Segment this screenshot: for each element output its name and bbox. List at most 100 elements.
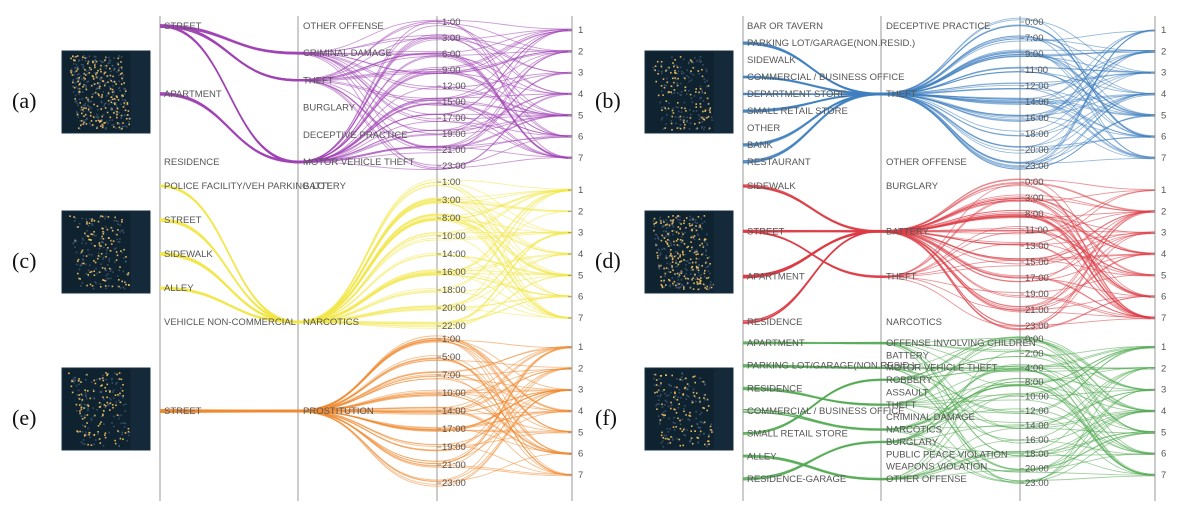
day-tick-label: 6 bbox=[1161, 132, 1166, 143]
location-label: RESIDENCE bbox=[164, 157, 219, 168]
panel-label: (c) bbox=[12, 248, 36, 273]
crime-label: NARCOTICS bbox=[886, 425, 942, 436]
location-label: RESTAURANT bbox=[747, 157, 811, 168]
polyline bbox=[742, 231, 1156, 309]
polyline bbox=[742, 347, 1156, 430]
polyline bbox=[159, 220, 573, 323]
panel-label: (f) bbox=[595, 405, 617, 430]
time-tick-label: 17:00 bbox=[1025, 273, 1049, 284]
panel-c: (c) POLICE FACILITY/VEH PARKING LOT STREET… bbox=[12, 176, 583, 344]
time-tick-label: 0:00 bbox=[1025, 334, 1044, 345]
time-tick-label: 9:00 bbox=[1025, 49, 1044, 60]
polyline bbox=[742, 42, 1156, 103]
time-tick-label: 16:00 bbox=[1025, 435, 1049, 446]
location-label: SMALL RETAIL STORE bbox=[747, 429, 848, 440]
crime-label: PUBLIC PEACE VIOLATION bbox=[886, 449, 1008, 460]
time-tick-label: 16:00 bbox=[1025, 113, 1049, 124]
time-tick-label: 10:00 bbox=[442, 388, 466, 399]
time-tick-label: 21:00 bbox=[442, 460, 466, 471]
day-tick-label: 3 bbox=[578, 228, 583, 239]
location-label: BANK bbox=[747, 140, 774, 151]
time-tick-label: 12:00 bbox=[1025, 81, 1049, 92]
day-tick-label: 7 bbox=[1161, 313, 1166, 324]
day-tick-label: 2 bbox=[1161, 363, 1166, 374]
location-label: POLICE FACILITY/VEH PARKING LOT bbox=[164, 181, 331, 192]
crime-label: THEFT bbox=[886, 400, 917, 411]
crime-label: MOTOR VEHICLE THEFT bbox=[886, 363, 998, 374]
location-label: RESIDENCE bbox=[747, 383, 802, 394]
location-label: OTHER bbox=[747, 123, 780, 134]
crime-label: OTHER OFFENSE bbox=[303, 21, 384, 32]
location-label: STREET bbox=[164, 215, 202, 226]
time-tick-label: 7:00 bbox=[1025, 33, 1044, 44]
time-tick-label: 21:00 bbox=[1025, 305, 1049, 316]
day-tick-label: 5 bbox=[1161, 427, 1166, 438]
time-tick-label: 23:00 bbox=[442, 161, 466, 172]
polyline bbox=[742, 190, 1156, 276]
polyline bbox=[742, 196, 1156, 324]
day-tick-label: 7 bbox=[578, 153, 583, 164]
map-thumbnail bbox=[644, 50, 734, 134]
time-tick-label: 6:00 bbox=[442, 49, 461, 60]
crime-label: PROSTITUTION bbox=[303, 406, 374, 417]
polyline bbox=[742, 336, 1156, 434]
day-tick-label: 2 bbox=[1161, 46, 1166, 57]
location-label: APARTMENT bbox=[747, 338, 805, 349]
polyline bbox=[159, 51, 573, 163]
polyline bbox=[742, 411, 1156, 481]
crime-label: BATTERY bbox=[886, 226, 930, 237]
crime-label: NARCOTICS bbox=[886, 317, 942, 328]
time-tick-label: 20:00 bbox=[1025, 464, 1049, 475]
day-tick-label: 3 bbox=[1161, 68, 1166, 79]
location-label: SIDEWALK bbox=[747, 55, 796, 66]
time-tick-label: 19:00 bbox=[442, 129, 466, 140]
time-tick-label: 20:00 bbox=[1025, 145, 1049, 156]
time-tick-label: 18:00 bbox=[1025, 449, 1049, 460]
polyline bbox=[742, 366, 1156, 470]
time-tick-label: 1:00 bbox=[442, 17, 461, 28]
day-tick-label: 1 bbox=[578, 185, 583, 196]
crime-label: NARCOTICS bbox=[303, 317, 359, 328]
crime-label: BURGLARY bbox=[886, 437, 939, 448]
day-tick-label: 1 bbox=[578, 342, 583, 353]
panel-label: (a) bbox=[12, 88, 36, 113]
day-tick-label: 4 bbox=[578, 89, 583, 100]
day-tick-label: 6 bbox=[578, 449, 583, 460]
time-tick-label: 3:00 bbox=[442, 195, 461, 206]
polyline bbox=[159, 410, 573, 455]
polyline bbox=[742, 338, 1156, 406]
time-tick-label: 13:00 bbox=[1025, 241, 1049, 252]
crime-label: WEAPONS VIOLATION bbox=[886, 462, 987, 473]
time-tick-label: 17:00 bbox=[442, 424, 466, 435]
polyline bbox=[742, 364, 1156, 434]
crime-label: DECEPTIVE PRACTICE bbox=[886, 21, 991, 32]
polyline bbox=[742, 230, 1156, 322]
time-tick-label: 14:00 bbox=[442, 249, 466, 260]
time-tick-label: 0:00 bbox=[1025, 17, 1044, 28]
day-tick-label: 3 bbox=[1161, 385, 1166, 396]
location-label: STREET bbox=[164, 21, 202, 32]
time-tick-label: 22:00 bbox=[442, 321, 466, 332]
polyline bbox=[742, 77, 1156, 154]
polyline bbox=[159, 181, 573, 322]
polyline bbox=[742, 43, 1156, 95]
day-tick-label: 6 bbox=[578, 132, 583, 143]
polyline bbox=[742, 388, 1156, 483]
map-thumbnail bbox=[61, 210, 151, 294]
polylines bbox=[742, 336, 1156, 485]
location-label: STREET bbox=[747, 226, 785, 237]
polyline bbox=[742, 231, 1156, 327]
polyline bbox=[742, 198, 1156, 233]
polyline bbox=[159, 220, 573, 322]
panel-label: (d) bbox=[595, 248, 621, 273]
crime-label: BURGLARY bbox=[886, 181, 939, 192]
map-thumbnail bbox=[61, 367, 151, 451]
polylines bbox=[159, 179, 573, 329]
polyline bbox=[742, 356, 1156, 435]
time-tick-label: 14:00 bbox=[1025, 97, 1049, 108]
time-tick-label: 11:00 bbox=[1025, 225, 1048, 236]
crime-label: BATTERY bbox=[886, 350, 930, 361]
time-tick-label: 3:00 bbox=[1025, 193, 1044, 204]
time-tick-label: 10:00 bbox=[1025, 392, 1049, 403]
